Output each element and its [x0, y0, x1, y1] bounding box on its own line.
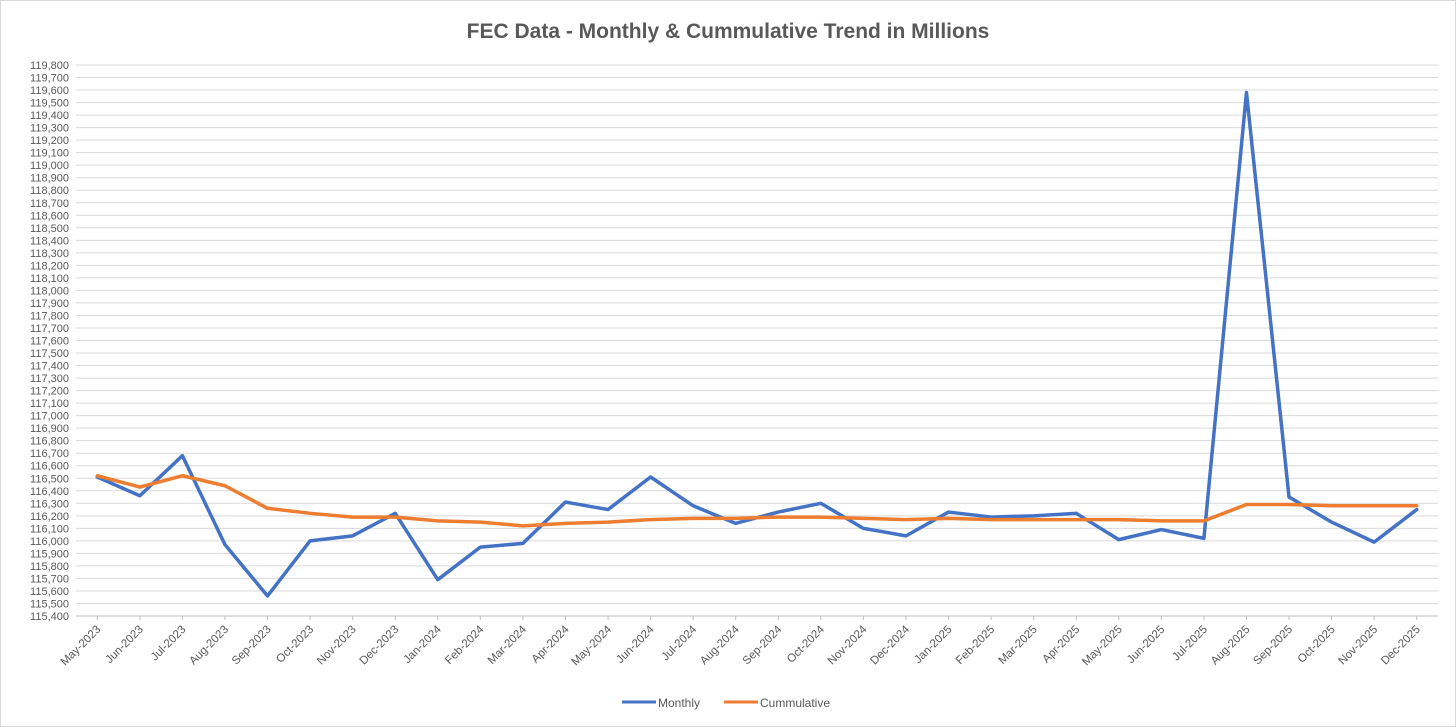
- y-tick-label: 116,400: [30, 486, 69, 498]
- x-tick-label: Jun-2024: [614, 623, 657, 666]
- x-tick-label: Oct-2025: [1296, 624, 1338, 666]
- gridlines: [76, 64, 1438, 617]
- y-tick-label: 119,100: [30, 148, 69, 160]
- x-tick-label: Dec-2025: [1379, 624, 1423, 668]
- x-tick-label: Dec-2024: [868, 623, 912, 667]
- y-tick-label: 115,900: [30, 548, 69, 560]
- x-tick-label: Feb-2025: [954, 624, 997, 667]
- x-axis-ticks: May-2023 Jun-2023 Jul-2023Aug-2023Sep-2023…: [59, 616, 1423, 668]
- x-tick-label: Dec-2023: [358, 624, 402, 668]
- y-tick-label: 118,600: [30, 210, 69, 222]
- y-tick-label: 116,300: [30, 498, 69, 510]
- y-tick-label: 118,200: [30, 260, 69, 272]
- x-tick-label: May-2023: [59, 624, 104, 669]
- y-tick-label: 119,000: [30, 160, 69, 172]
- y-tick-label: 116,700: [30, 448, 69, 460]
- y-tick-label: 119,200: [30, 135, 69, 147]
- y-tick-label: 117,100: [30, 398, 69, 410]
- y-tick-label: 115,700: [30, 573, 69, 585]
- y-tick-label: 117,400: [30, 361, 69, 373]
- x-tick-label: May-2025: [1080, 624, 1125, 669]
- y-tick-label: 116,600: [30, 461, 69, 473]
- y-tick-label: 117,300: [30, 373, 69, 385]
- y-tick-label: 115,600: [30, 586, 69, 598]
- legend-label-cummulative: Cummulative: [760, 696, 830, 710]
- y-tick-label: 118,100: [30, 273, 69, 285]
- x-tick-label: Nov-2024: [826, 623, 870, 667]
- x-tick-label: Aug-2025: [1209, 624, 1253, 668]
- y-tick-label: 117,800: [30, 310, 69, 322]
- x-tick-label: Jul-2023: [149, 624, 189, 664]
- x-tick-label: Jun-2023: [104, 624, 146, 666]
- x-tick-label: Mar-2025: [996, 624, 1039, 667]
- x-tick-label: Nov-2023: [315, 624, 359, 668]
- series-line-cummulative: [95, 474, 1419, 528]
- x-tick-label: Aug-2024: [698, 623, 742, 667]
- series-lines: [95, 90, 1419, 598]
- y-tick-label: 118,500: [30, 223, 69, 235]
- y-tick-label: 116,500: [30, 473, 69, 485]
- x-tick-label: Sep-2025: [1251, 624, 1295, 668]
- y-tick-label: 119,700: [30, 73, 69, 85]
- y-tick-label: 116,200: [30, 511, 69, 523]
- y-tick-label: 118,000: [30, 285, 69, 297]
- y-tick-label: 116,000: [30, 536, 69, 548]
- legend-label-monthly: Monthly: [658, 696, 700, 710]
- y-tick-label: 119,600: [30, 85, 69, 97]
- x-tick-label: Jul-2024: [660, 623, 700, 663]
- x-tick-label: Jan-2024: [401, 623, 444, 666]
- y-tick-label: 118,400: [30, 235, 69, 247]
- x-tick-label: Mar-2024: [486, 623, 530, 667]
- x-tick-label: May-2024: [570, 623, 615, 668]
- x-tick-label: Aug-2023: [187, 624, 231, 668]
- y-tick-label: 116,800: [30, 436, 69, 448]
- x-tick-label: Jan-2025: [912, 624, 954, 666]
- x-tick-label: Jun-2025: [1125, 624, 1167, 666]
- x-tick-label: Apr-2025: [1040, 624, 1082, 666]
- y-tick-label: 117,700: [30, 323, 69, 335]
- y-tick-label: 116,100: [30, 523, 69, 535]
- y-tick-label: 118,900: [30, 173, 69, 185]
- y-tick-label: 115,500: [30, 598, 69, 610]
- y-axis-ticks: 115,400115,500115,600115,700115,800115,9…: [30, 60, 69, 623]
- y-tick-label: 119,500: [30, 98, 69, 110]
- series-line-monthly: [95, 90, 1419, 598]
- y-tick-label: 117,900: [30, 298, 69, 310]
- y-tick-label: 117,500: [30, 348, 69, 360]
- y-tick-label: 117,200: [30, 386, 69, 398]
- x-tick-label: Oct-2023: [274, 624, 316, 666]
- y-tick-label: 115,400: [30, 611, 69, 623]
- x-tick-label: Nov-2025: [1337, 624, 1381, 668]
- y-tick-label: 118,700: [30, 198, 69, 210]
- x-tick-label: Feb-2024: [443, 623, 487, 667]
- y-tick-label: 119,300: [30, 123, 69, 135]
- y-tick-label: 115,800: [30, 561, 69, 573]
- chart-title: FEC Data - Monthly & Cummulative Trend i…: [467, 20, 990, 43]
- y-tick-label: 119,400: [30, 110, 69, 122]
- y-tick-label: 117,000: [30, 411, 69, 423]
- y-tick-label: 118,800: [30, 185, 69, 197]
- y-tick-label: 117,600: [30, 336, 69, 348]
- x-tick-label: Sep-2024: [741, 623, 785, 667]
- legend: Monthly Cummulative: [622, 696, 830, 710]
- y-tick-label: 118,300: [30, 248, 69, 260]
- x-tick-label: Oct-2024: [785, 623, 827, 665]
- x-tick-label: Jul-2025: [1170, 624, 1210, 664]
- x-tick-label: Apr-2024: [530, 623, 572, 665]
- x-tick-label: Sep-2023: [230, 624, 274, 668]
- y-tick-label: 116,900: [30, 423, 69, 435]
- y-tick-label: 119,800: [30, 60, 69, 72]
